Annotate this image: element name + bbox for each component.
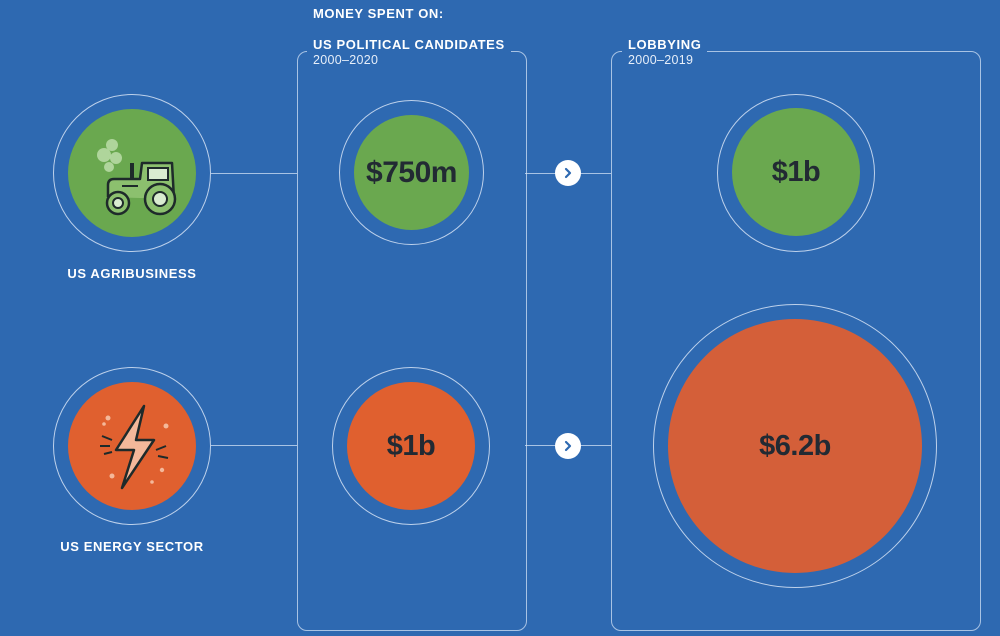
energy-icon-disc: [68, 382, 196, 510]
political-column-period: 2000–2020: [313, 53, 379, 67]
energy-political-spend: $1b: [347, 382, 475, 510]
agribusiness-political-spend: $750m: [354, 115, 469, 230]
chevron-right-icon: [564, 167, 572, 179]
agribusiness-icon-disc: [68, 109, 196, 237]
chevron-right-icon: [564, 440, 572, 452]
sector-label-agribusiness: US AGRIBUSINESS: [67, 266, 197, 281]
lightning-bolt-icon: [100, 404, 169, 490]
tractor-icon: [97, 139, 177, 216]
connector-line: [211, 445, 297, 447]
agribusiness-political-ring: [339, 100, 484, 245]
lobbying-column-header: LOBBYING 2000–2019: [622, 37, 708, 67]
energy-lobbying-ring: [653, 304, 937, 588]
page-title: MONEY SPENT ON:: [313, 6, 444, 21]
next-arrow-button[interactable]: [555, 160, 581, 186]
energy-ring: [53, 367, 211, 525]
lobbying-column-title: LOBBYING: [628, 37, 702, 52]
lobbying-column-period: 2000–2019: [628, 53, 694, 67]
lobbying-panel: [611, 51, 981, 631]
connector-line: [211, 173, 297, 175]
political-column-title: US POLITICAL CANDIDATES: [313, 37, 505, 52]
political-column-header: US POLITICAL CANDIDATES 2000–2020: [307, 37, 511, 67]
next-arrow-button[interactable]: [555, 433, 581, 459]
agribusiness-ring: [53, 94, 211, 252]
agribusiness-lobbying-spend: $1b: [732, 108, 860, 236]
energy-lobbying-spend: $6.2b: [668, 319, 922, 573]
sector-label-energy: US ENERGY SECTOR: [60, 539, 204, 554]
agribusiness-lobbying-ring: [717, 94, 875, 252]
energy-political-ring: [332, 367, 490, 525]
